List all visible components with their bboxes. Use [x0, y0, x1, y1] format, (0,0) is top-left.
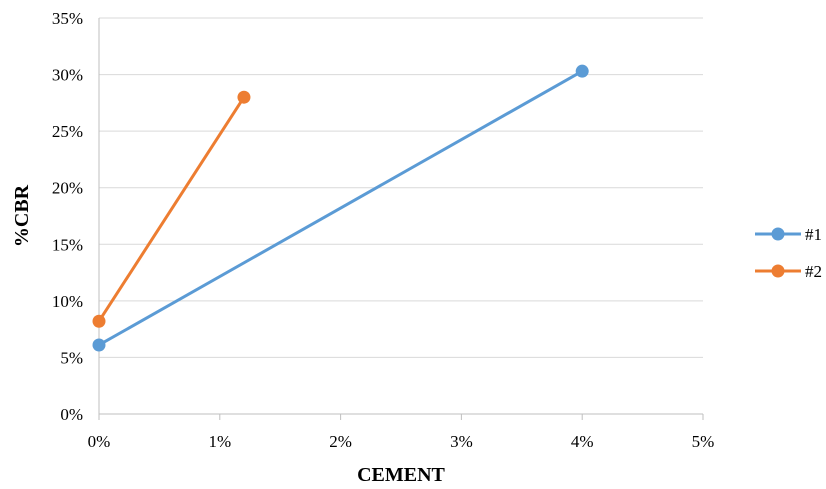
y-tick-label: 5% — [60, 348, 83, 367]
y-tick-label: 10% — [52, 292, 83, 311]
data-point — [237, 90, 251, 104]
y-tick-label: 30% — [52, 66, 83, 85]
x-tick-labels: 0% 1% 2% 3% 4% 5% — [88, 432, 715, 451]
series — [92, 64, 589, 352]
y-axis-title: %CBR — [11, 184, 33, 247]
y-tick-label: 0% — [60, 405, 83, 424]
y-tick-label: 20% — [52, 179, 83, 198]
series-line-2 — [97, 96, 246, 323]
series-line-1 — [98, 69, 583, 347]
data-point — [92, 338, 106, 352]
y-tick-labels: 0% 5% 10% 15% 20% 25% 30% 35% — [52, 9, 83, 424]
legend-marker — [771, 227, 785, 241]
x-tick-label: 2% — [329, 432, 352, 451]
x-tick-label: 0% — [88, 432, 111, 451]
legend: #1 #2 — [755, 225, 822, 281]
legend-label: #2 — [805, 262, 822, 281]
data-point — [92, 314, 106, 328]
x-axis-title: CEMENT — [357, 464, 445, 486]
x-tick-label: 5% — [692, 432, 715, 451]
gridlines — [99, 17, 703, 358]
x-tick-label: 3% — [450, 432, 473, 451]
legend-marker — [771, 264, 785, 278]
x-tick-label: 1% — [208, 432, 231, 451]
x-tick-label: 4% — [571, 432, 594, 451]
axes — [98, 18, 704, 420]
y-tick-label: 15% — [52, 235, 83, 254]
y-tick-label: 25% — [52, 122, 83, 141]
legend-label: #1 — [805, 225, 822, 244]
data-point — [575, 64, 589, 78]
y-tick-label: 35% — [52, 9, 83, 28]
